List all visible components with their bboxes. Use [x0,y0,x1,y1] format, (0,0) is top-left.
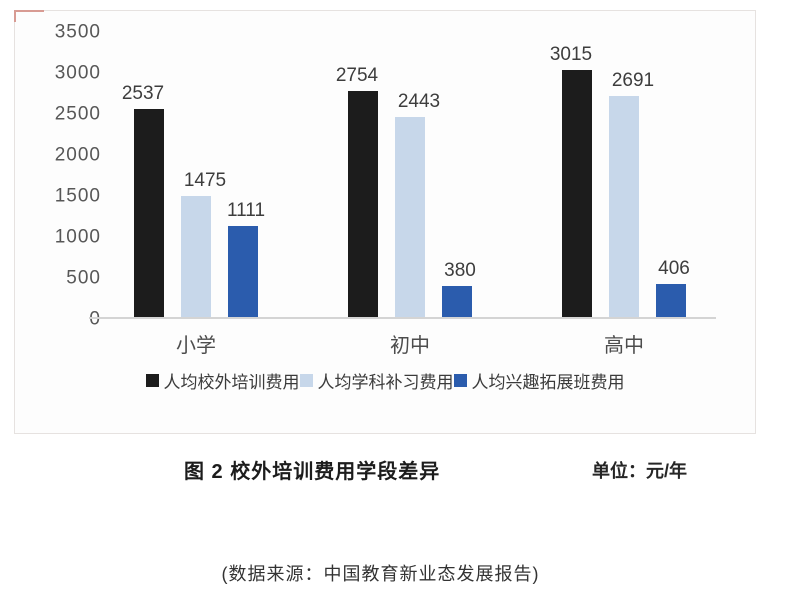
y-tick-label: 1500 [54,185,101,207]
unit-label: 单位：元/年 [592,461,688,481]
caption-row: 图 2 校外培训费用学段差异 单位：元/年 [0,455,793,485]
bar-value-label: 2537 [121,83,165,104]
legend-item: 人均学科补习费用 [299,368,454,393]
bar-value-label: 406 [658,257,690,279]
chart-panel: 0 500 1000 1500 2000 2500 3000 3500 2537 1475 111… [14,10,756,434]
y-tick-label: 3500 [54,21,101,43]
bar-group-高中: 3015 2691 406 [550,32,690,317]
bar-value-label: 2754 [335,65,379,87]
bar-wrap: 406 [656,259,690,317]
legend-swatch-icon [145,374,159,387]
y-axis: 0 500 1000 1500 2000 2500 3000 3500 [15,23,101,329]
bar-小学-人均学科补习费用 [181,196,211,317]
legend-swatch-icon [453,374,467,387]
legend-label: 人均校外培训费用 [163,373,300,392]
bar-小学-人均校外培训费用 [134,109,164,317]
bar-wrap: 2691 [609,71,654,317]
x-category-label-高中: 高中 [604,335,644,357]
chart-legend: 人均校外培训费用 人均学科补习费用 人均兴趣拓展班费用 [15,368,755,393]
bar-wrap: 2537 [122,84,164,317]
bar-value-label: 1475 [183,170,227,191]
bar-group-初中: 2754 2443 380 [336,32,476,317]
red-corner-mark [14,10,44,22]
bar-value-label: 3015 [549,43,593,65]
y-tick-label: 2500 [54,103,101,125]
bar-value-label: 380 [444,259,476,281]
legend-item: 人均兴趣拓展班费用 [453,368,625,393]
bar-value-label: 1111 [226,199,266,221]
bar-group-小学: 2537 1475 1111 [122,32,265,317]
bar-初中-人均兴趣拓展班费用 [442,285,472,317]
x-category-label-小学: 小学 [176,335,216,357]
bar-wrap: 380 [442,261,476,317]
bar-初中-人均校外培训费用 [348,91,378,317]
y-tick-label: 3000 [54,62,101,84]
y-tick-label: 1000 [54,226,101,248]
figure-caption: 图 2 校外培训费用学段差异 [184,461,441,483]
bar-高中-人均兴趣拓展班费用 [656,283,686,317]
x-axis-labels: 小学 初中 高中 [89,329,716,358]
bar-初中-人均学科补习费用 [395,116,425,317]
bar-wrap: 2754 [336,66,378,317]
bar-高中-人均学科补习费用 [609,96,639,317]
bar-wrap: 2443 [395,92,440,317]
bar-小学-人均兴趣拓展班费用 [228,225,258,317]
bar-value-label: 2691 [611,70,655,92]
bar-wrap: 1475 [181,171,226,317]
y-tick-label: 0 [89,308,101,330]
legend-label: 人均兴趣拓展班费用 [471,373,625,392]
bar-高中-人均校外培训费用 [562,69,592,317]
plot-area: 2537 1475 1111 2754 2443 380 3015 2691 406 [89,32,716,319]
y-tick-label: 2000 [54,144,101,166]
data-source: (数据来源：中国教育新业态发展报告) [221,564,540,584]
legend-label: 人均学科补习费用 [317,373,454,392]
legend-item: 人均校外培训费用 [145,368,300,393]
y-tick-label: 500 [66,267,101,289]
bar-wrap: 1111 [227,201,265,317]
bar-value-label: 2443 [397,90,441,112]
x-category-label-初中: 初中 [390,335,430,357]
bar-wrap: 3015 [550,45,592,317]
legend-swatch-icon [299,374,313,387]
